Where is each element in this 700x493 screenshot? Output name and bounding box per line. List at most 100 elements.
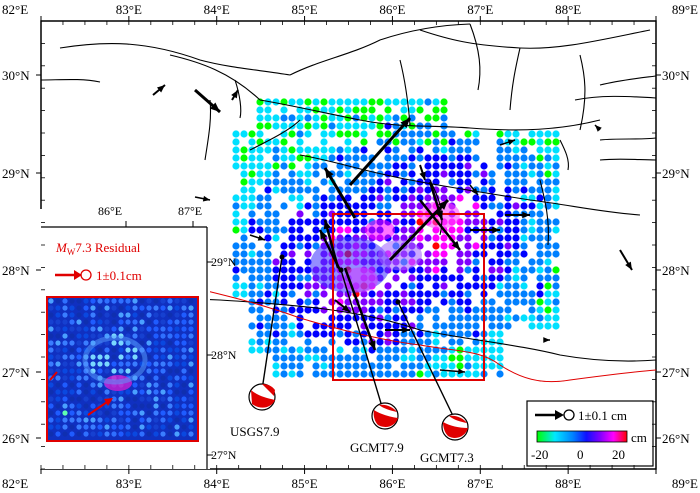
insar-point: [312, 186, 320, 194]
insar-point: [344, 194, 352, 202]
residual-point: [62, 333, 68, 339]
insar-point: [360, 106, 368, 114]
insar-point: [288, 170, 296, 178]
insar-point: [280, 298, 288, 306]
insar-point: [360, 122, 368, 130]
insar-point: [440, 106, 448, 114]
insar-point: [384, 194, 392, 202]
insar-point: [424, 170, 432, 178]
lon-label-top: 88°E: [555, 2, 581, 17]
insar-point: [296, 186, 304, 194]
insar-point: [296, 226, 304, 234]
residual-point: [76, 354, 82, 360]
insar-point: [488, 274, 496, 282]
insar-point: [368, 194, 376, 202]
insar-point: [528, 218, 536, 226]
insar-point: [368, 298, 376, 306]
insar-point: [400, 186, 408, 194]
residual-point: [62, 368, 68, 374]
residual-point: [62, 298, 68, 304]
insar-point: [504, 202, 512, 210]
residual-point: [90, 417, 96, 423]
insar-point: [408, 218, 416, 226]
residual-point: [55, 312, 61, 318]
residual-point: [181, 403, 187, 409]
insar-point: [304, 306, 312, 314]
fault-line: [259, 99, 601, 131]
insar-point: [504, 290, 512, 298]
insar-point: [520, 282, 528, 290]
residual-point: [55, 298, 61, 304]
insar-point: [336, 202, 344, 210]
insar-point: [256, 338, 264, 346]
insar-point: [456, 258, 464, 266]
insar-point: [400, 370, 408, 378]
insar-point: [528, 202, 536, 210]
residual-point: [167, 375, 173, 381]
insar-point: [376, 330, 384, 338]
usgs-epicenter: [279, 254, 285, 260]
insar-point: [488, 258, 496, 266]
insar-point: [456, 154, 464, 162]
residual-point: [153, 326, 159, 332]
insar-point: [504, 194, 512, 202]
insar-point: [400, 98, 408, 106]
insar-point: [232, 194, 240, 202]
insar-point: [440, 370, 448, 378]
residual-point: [76, 431, 82, 437]
gcmt73-epicenter: [395, 299, 401, 305]
insar-point: [456, 322, 464, 330]
insar-point: [312, 98, 320, 106]
residual-point: [118, 410, 124, 416]
insar-point: [440, 154, 448, 162]
insar-point: [456, 234, 464, 242]
insar-point: [320, 370, 328, 378]
insar-point: [456, 266, 464, 274]
insar-point: [328, 98, 336, 106]
insar-point: [512, 250, 520, 258]
residual-point: [139, 305, 145, 311]
insar-point: [488, 242, 496, 250]
residual-point: [153, 340, 159, 346]
insar-point: [280, 362, 288, 370]
insar-point: [536, 170, 544, 178]
residual-point: [62, 340, 68, 346]
insar-point: [400, 362, 408, 370]
fault-line: [599, 137, 656, 141]
insar-point: [536, 250, 544, 258]
insar-point: [552, 162, 560, 170]
gps-arrow: [348, 116, 412, 187]
insar-point: [304, 202, 312, 210]
insar-point: [312, 354, 320, 362]
residual-point: [146, 326, 152, 332]
residual-point: [132, 305, 138, 311]
legend-arrowhead: [555, 410, 564, 420]
residual-point: [132, 396, 138, 402]
residual-point: [111, 354, 117, 360]
insar-point: [512, 178, 520, 186]
residual-point: [104, 354, 110, 360]
insar-point: [416, 370, 424, 378]
insar-point: [408, 274, 416, 282]
residual-point: [132, 417, 138, 423]
insar-point: [392, 314, 400, 322]
insar-point: [376, 186, 384, 194]
insar-point: [312, 194, 320, 202]
insar-point: [264, 122, 272, 130]
insar-point: [296, 170, 304, 178]
gps-arrows: [152, 84, 633, 375]
insar-point: [264, 226, 272, 234]
insar-point: [424, 162, 432, 170]
insar-point: [360, 218, 368, 226]
residual-point: [153, 305, 159, 311]
residual-point: [139, 375, 145, 381]
insar-point: [280, 138, 288, 146]
residual-point: [174, 396, 180, 402]
insar-point: [552, 314, 560, 322]
residual-point: [153, 354, 159, 360]
residual-point: [167, 354, 173, 360]
insar-point: [408, 130, 416, 138]
fault-line: [599, 158, 656, 161]
residual-point: [48, 403, 54, 409]
insar-point: [528, 306, 536, 314]
